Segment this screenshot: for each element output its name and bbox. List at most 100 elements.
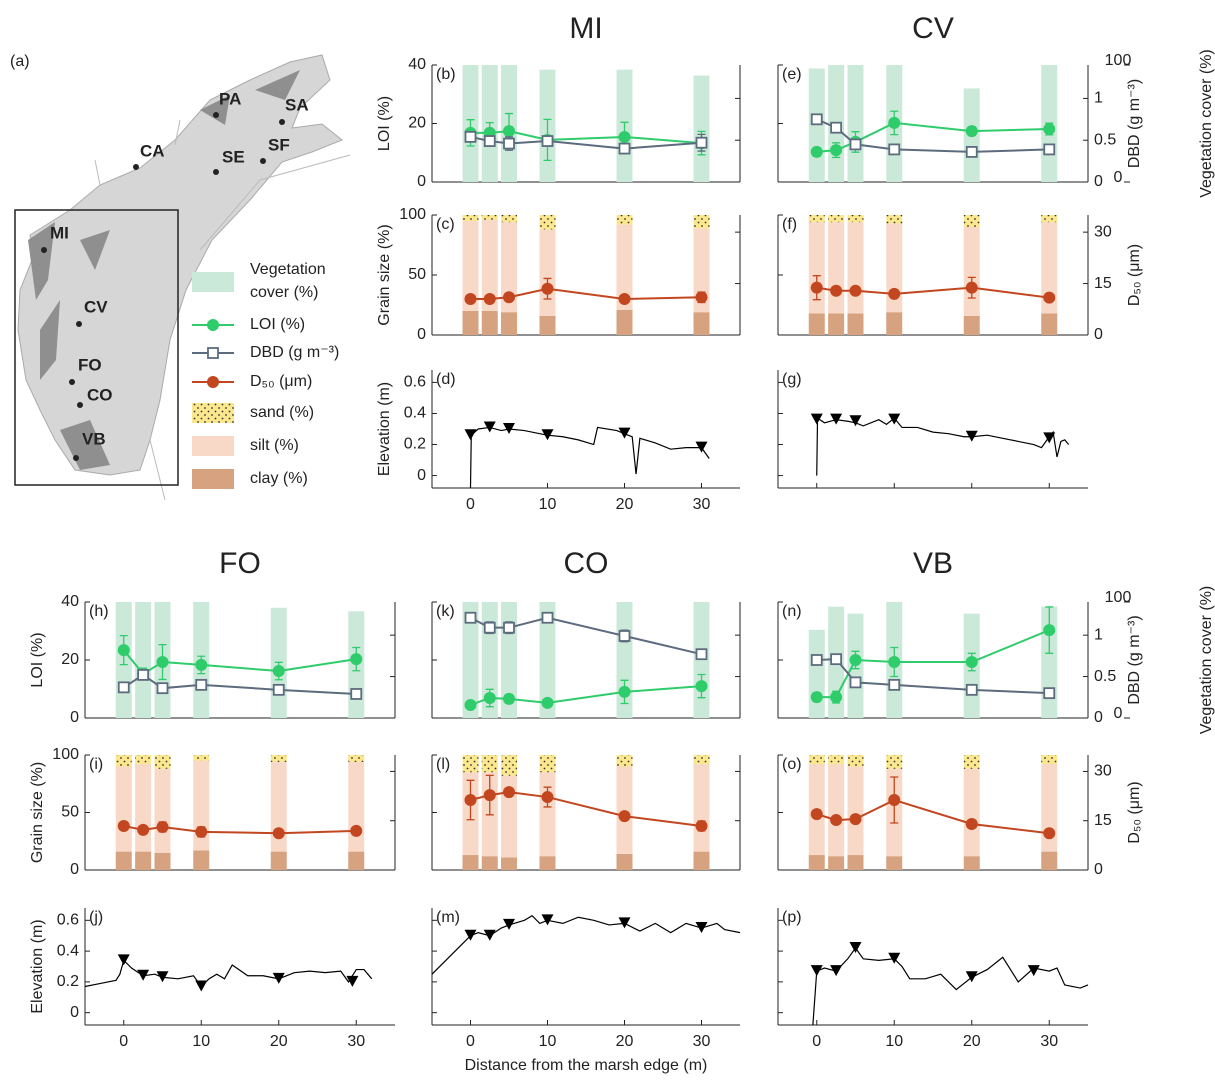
x-tick-label: 20	[616, 496, 634, 513]
y2-tick-label: 0	[1094, 173, 1103, 190]
legend: Vegetation cover (%) LOI (%) DBD (g m⁻³) D₅…	[192, 261, 339, 489]
point	[483, 421, 496, 433]
bar	[115, 755, 132, 767]
point	[810, 808, 823, 821]
point	[1043, 291, 1056, 304]
point	[503, 125, 515, 138]
bar	[1041, 755, 1058, 765]
point	[272, 683, 285, 696]
bar	[616, 224, 633, 310]
point	[503, 137, 515, 150]
panel: (f) 0 15 30 D₅₀ (μm)	[777, 214, 1143, 343]
bar	[886, 755, 903, 769]
point	[1043, 432, 1056, 444]
bar	[963, 856, 980, 870]
point	[541, 135, 554, 147]
y-tick-label: 0.4	[57, 942, 79, 959]
panel-label: (i)	[89, 756, 103, 773]
panel-label: (p)	[782, 909, 802, 926]
point	[503, 621, 515, 634]
y-tick-label: 40	[61, 593, 79, 610]
x-tick-label: 30	[1040, 1033, 1058, 1050]
point	[849, 654, 862, 666]
point	[965, 281, 978, 294]
bar	[693, 851, 710, 870]
bar	[808, 855, 825, 870]
y-tick-label: 50	[408, 266, 426, 283]
y-tick-label: 0	[70, 709, 79, 726]
y2-tick-label: 0	[1094, 861, 1103, 878]
panel-label: (g)	[782, 371, 802, 388]
bar	[154, 755, 171, 769]
map-label: FO	[78, 355, 102, 374]
panel-label: (j)	[89, 909, 103, 926]
y3-tick-label: 100	[1105, 52, 1132, 69]
y-tick-label: 0	[417, 173, 426, 190]
point	[1043, 143, 1056, 156]
legend-label: sand (%)	[250, 404, 314, 421]
bar	[462, 215, 479, 221]
y3-tick-label: 0	[1114, 705, 1123, 722]
bar	[808, 313, 825, 335]
point	[830, 284, 843, 297]
panel-label: (b)	[436, 66, 456, 83]
point	[1043, 624, 1056, 637]
bar	[501, 222, 517, 313]
bar	[539, 772, 556, 857]
bar	[886, 312, 903, 335]
y-tick-label: 100	[399, 206, 426, 223]
bar	[1041, 851, 1058, 870]
bar	[115, 766, 132, 852]
series-line	[812, 946, 1089, 1026]
point	[541, 429, 554, 441]
y-tick-label: 20	[408, 115, 426, 132]
bar	[462, 221, 479, 311]
bar	[847, 855, 864, 870]
legend-label-box: Vegetation cover (%)	[250, 261, 326, 301]
series-line	[816, 417, 1070, 476]
bar	[501, 312, 517, 335]
bar	[481, 219, 498, 311]
point	[810, 691, 823, 704]
x-tick-label: 30	[347, 1033, 365, 1050]
x-tick-label: 10	[539, 1033, 557, 1050]
bar	[693, 215, 710, 229]
series-line	[431, 914, 741, 975]
point	[156, 820, 169, 833]
point	[272, 827, 285, 840]
panel: (b) 0 20 40 LOI (%)	[376, 56, 741, 190]
bar	[481, 856, 498, 870]
bar	[616, 755, 633, 767]
point	[1043, 123, 1056, 136]
bar	[135, 764, 152, 852]
bar	[481, 311, 498, 335]
bar	[847, 755, 864, 767]
bar	[693, 312, 710, 335]
point	[117, 681, 130, 694]
point	[1043, 687, 1056, 700]
point	[195, 980, 208, 992]
point	[117, 819, 130, 832]
y-axis-title: Elevation (m)	[376, 382, 393, 476]
x-tick-label: 0	[119, 1033, 128, 1050]
bar	[348, 761, 365, 852]
point	[137, 823, 150, 836]
point	[830, 814, 843, 827]
point	[888, 413, 901, 425]
point	[464, 929, 477, 941]
point	[1027, 965, 1040, 977]
point	[810, 145, 823, 158]
bar	[539, 315, 556, 335]
bar	[348, 755, 365, 762]
map-label: MI	[50, 223, 69, 242]
point	[137, 969, 150, 981]
bar	[808, 68, 825, 182]
bar	[481, 755, 498, 773]
y2-tick-label: 30	[1094, 223, 1112, 240]
bar	[193, 755, 210, 761]
bar	[828, 764, 845, 857]
bar	[963, 215, 980, 227]
panel-label: (e)	[782, 66, 802, 83]
point	[350, 824, 363, 837]
